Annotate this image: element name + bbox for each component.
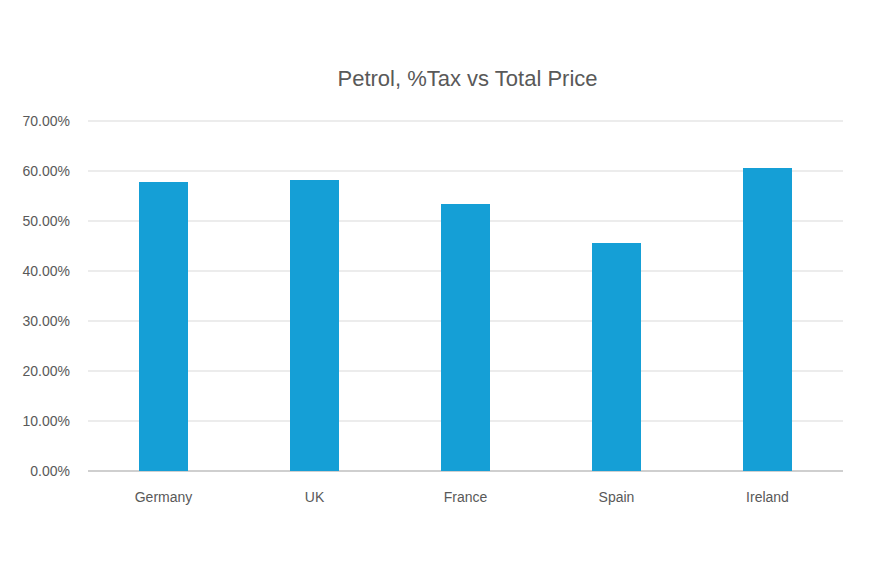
title: Petrol, %Tax vs Total Price	[337, 66, 597, 91]
x-tick-label: Spain	[599, 489, 635, 505]
y-tick-labels: 0.00% 10.00% 20.00% 30.00% 40.00% 50.00% 60.00…	[23, 113, 70, 479]
y-tick-label: 70.00%	[23, 113, 70, 129]
x-tick-label: France	[444, 489, 488, 505]
grid-line	[88, 171, 843, 172]
y-tick-label: 20.00%	[23, 363, 70, 379]
y-tick-label: 60.00%	[23, 163, 70, 179]
bar	[592, 243, 641, 471]
y-tick-label: 40.00%	[23, 263, 70, 279]
grid-line	[88, 121, 843, 122]
bar	[139, 182, 188, 471]
y-tick-label: 30.00%	[23, 313, 70, 329]
grid	[88, 121, 843, 471]
bar	[743, 168, 792, 471]
y-tick-label: 50.00%	[23, 213, 70, 229]
x-tick-label: Ireland	[746, 489, 789, 505]
y-tick-label: 10.00%	[23, 413, 70, 429]
x-tick-label: UK	[305, 489, 325, 505]
x-tick-labels: Germany UK France Spain Ireland	[135, 489, 789, 505]
bar	[441, 204, 490, 471]
y-tick-label: 0.00%	[30, 463, 70, 479]
bars	[139, 168, 792, 471]
bar	[290, 180, 339, 471]
page: {"chart_data": {"type": "bar", "title": …	[0, 0, 895, 564]
x-tick-label: Germany	[135, 489, 193, 505]
chart: Petrol, %Tax vs Total Price 0.00% 10.00% 20…	[0, 0, 895, 564]
